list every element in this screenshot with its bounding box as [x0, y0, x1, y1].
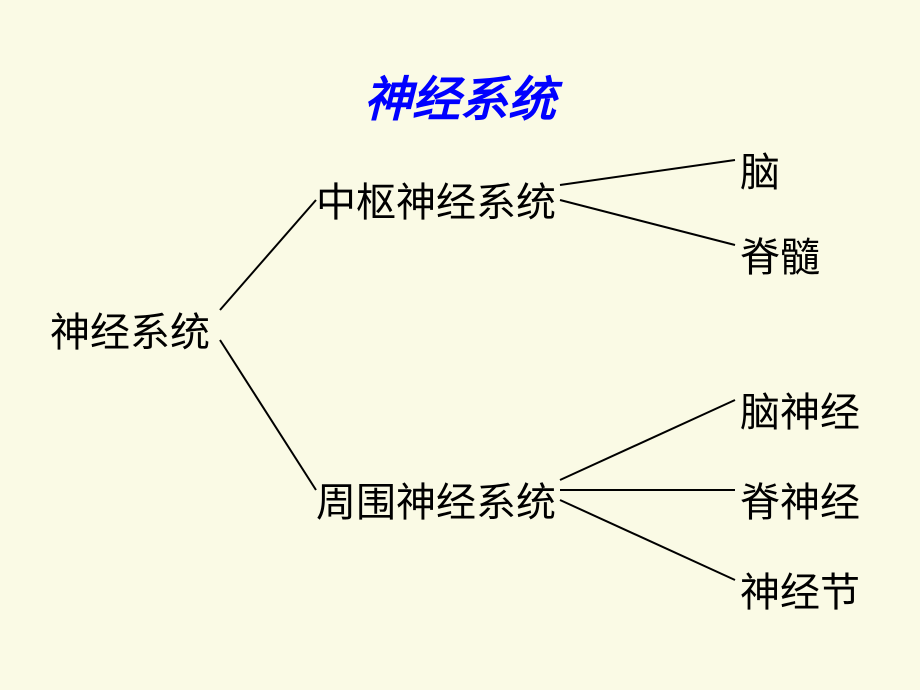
tree-edge — [560, 500, 735, 580]
tree-edge — [560, 160, 735, 185]
tree-edge — [220, 340, 316, 490]
tree-branch-node: 中枢神经系统 — [316, 170, 556, 228]
tree-root-node: 神经系统 — [50, 300, 210, 358]
tree-leaf-node: 脑神经 — [740, 380, 860, 438]
diagram-title: 神经系统 — [364, 60, 556, 130]
tree-leaf-node: 脊神经 — [740, 470, 860, 528]
tree-leaf-node: 神经节 — [740, 560, 860, 618]
tree-edge — [220, 200, 316, 310]
tree-edge — [560, 200, 735, 245]
tree-edge — [560, 400, 735, 480]
tree-branch-node: 周围神经系统 — [316, 470, 556, 528]
tree-leaf-node: 脊髓 — [740, 225, 820, 283]
tree-leaf-node: 脑 — [740, 140, 780, 198]
